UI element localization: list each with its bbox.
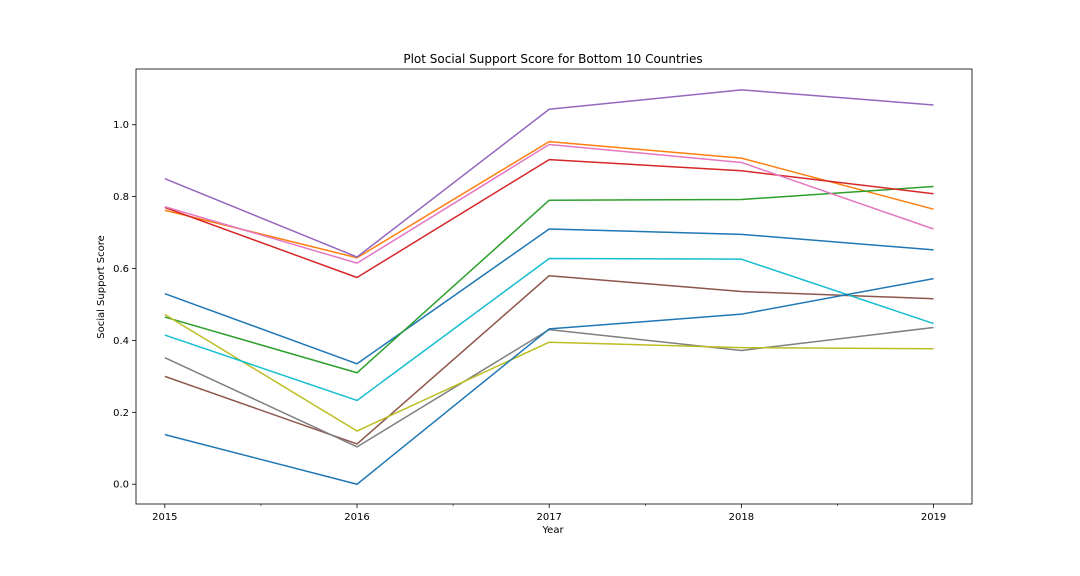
series-line-10 xyxy=(164,257,934,402)
series-line-5 xyxy=(164,89,934,258)
x-axis-label: Year xyxy=(541,525,564,536)
y-tick-label: 0.6 xyxy=(113,264,129,275)
x-tick-label: 2016 xyxy=(344,512,369,523)
y-axis: 0.0 0.2 0.4 0.6 0.8 1.0 xyxy=(113,120,136,491)
series-line-6 xyxy=(164,274,934,445)
series-line-1 xyxy=(164,228,934,365)
y-tick-label: 0.4 xyxy=(113,336,129,347)
series-line-2 xyxy=(164,140,934,259)
series-line-3 xyxy=(164,185,934,374)
y-tick-label: 0.8 xyxy=(113,192,129,203)
x-tick-label: 2019 xyxy=(921,512,946,523)
chart-title: Plot Social Support Score for Bottom 10 … xyxy=(403,52,702,66)
x-tick-label: 2015 xyxy=(152,512,177,523)
series-layer xyxy=(164,89,934,485)
plot-frame xyxy=(135,68,973,505)
x-tick-label: 2018 xyxy=(729,512,754,523)
y-tick-label: 0.2 xyxy=(113,408,129,419)
y-tick-label: 1.0 xyxy=(113,120,129,131)
y-tick-label: 0.0 xyxy=(113,480,129,491)
x-axis: 2015 2016 2017 2018 2019 xyxy=(152,504,946,523)
y-axis-label: Social Support Score xyxy=(96,235,107,339)
x-tick-label: 2017 xyxy=(536,512,561,523)
series-line-7 xyxy=(164,143,934,264)
series-line-9 xyxy=(164,313,934,432)
series-line-4 xyxy=(164,158,934,279)
series-line-11 xyxy=(164,277,934,485)
